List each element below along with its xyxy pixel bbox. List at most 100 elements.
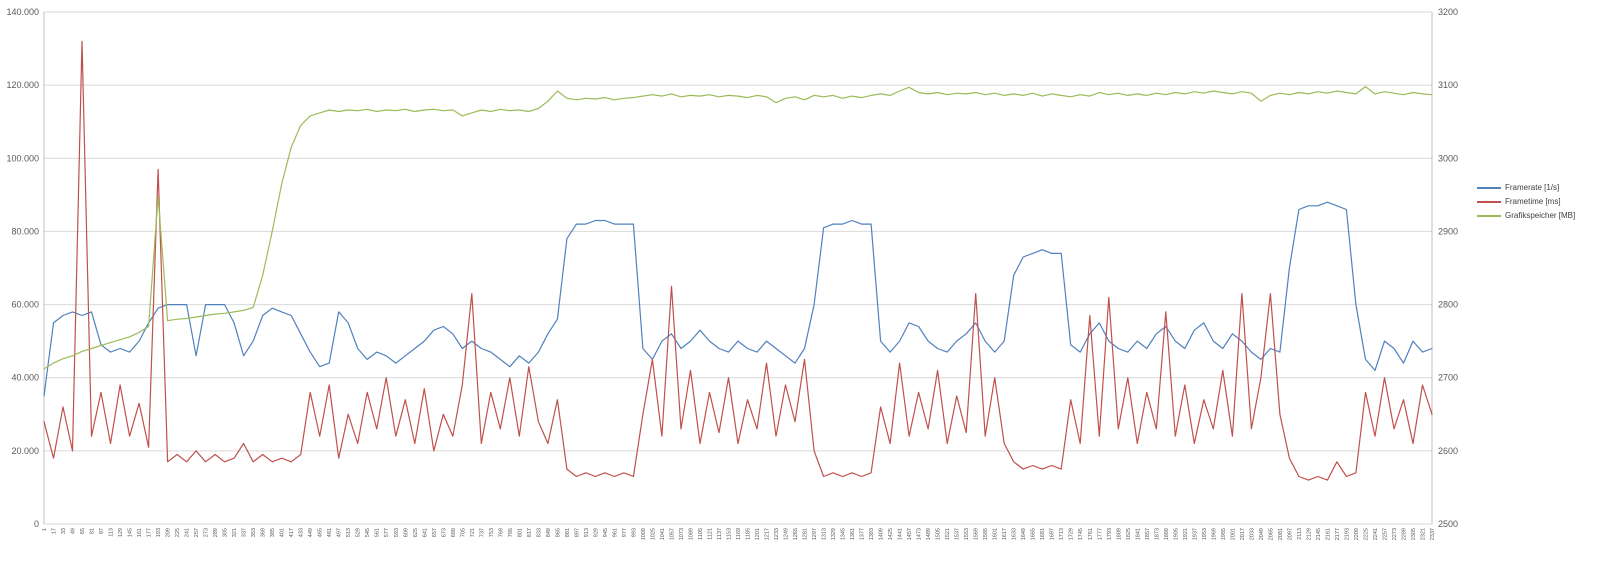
x-axis-tick-label: 2017 — [1240, 528, 1246, 540]
series-line — [43, 85, 1433, 370]
x-axis-tick-label: 993 — [631, 528, 637, 537]
x-axis-tick-label: 2113 — [1297, 528, 1303, 540]
x-axis-tick-label: 577 — [384, 528, 390, 537]
x-axis-tick-label: 1409 — [879, 528, 885, 540]
x-axis-tick-label: 1457 — [907, 528, 913, 540]
right-axis-tick-label: 2700 — [1438, 373, 1458, 383]
x-axis-tick-label: 609 — [403, 528, 409, 537]
x-axis-tick-label: 2193 — [1344, 528, 1350, 540]
left-axis-tick-label: 40.000 — [11, 373, 39, 383]
right-axis-tick-label: 2900 — [1438, 226, 1458, 236]
x-axis-tick-label: 2225 — [1364, 528, 1370, 540]
x-axis-tick-label: 305 — [223, 528, 229, 537]
x-axis-tick-label: 113 — [109, 528, 115, 537]
x-axis-tick-label: 209 — [166, 528, 172, 537]
x-axis-tick-label: 897 — [574, 528, 580, 537]
x-axis-tick-label: 1857 — [1145, 528, 1151, 540]
x-axis-tick-label: 481 — [327, 528, 333, 537]
x-axis-tick-label: 33 — [61, 528, 67, 534]
x-axis-tick-label: 1329 — [831, 528, 837, 540]
x-axis-tick-label: 1073 — [679, 528, 685, 540]
x-axis-tick-label: 385 — [270, 528, 276, 537]
x-axis-tick-label: 1121 — [708, 528, 714, 540]
x-axis-tick-label: 273 — [204, 528, 210, 537]
x-axis-tick-label: 1665 — [1031, 528, 1037, 540]
x-axis-tick-label: 881 — [565, 528, 571, 537]
x-axis-tick-label: 417 — [289, 528, 295, 537]
x-axis-tick-label: 865 — [555, 528, 561, 537]
x-axis-tick-label: 1025 — [650, 528, 656, 540]
legend-line-sample — [1477, 186, 1501, 189]
x-axis-tick-label: 2065 — [1268, 528, 1274, 540]
x-axis-tick-label: 433 — [299, 528, 305, 537]
legend-label: Grafikspeicher [MB] — [1505, 211, 1576, 220]
x-axis-tick-label: 1393 — [869, 528, 875, 540]
x-axis-tick-label: 2049 — [1259, 528, 1265, 540]
x-axis-tick-label: 1 — [42, 528, 48, 531]
x-axis-tick-label: 161 — [137, 528, 143, 537]
x-axis-tick-label: 1057 — [670, 528, 676, 540]
x-axis-tick-label: 2081 — [1278, 528, 1284, 540]
x-axis-tick-label: 2257 — [1383, 528, 1389, 540]
x-axis-tick-label: 177 — [147, 528, 153, 537]
x-axis-tick-label: 1105 — [698, 528, 704, 540]
x-axis-tick-label: 1937 — [1192, 528, 1198, 540]
x-axis-tick-label: 225 — [175, 528, 181, 537]
left-axis-tick-label: 20.000 — [11, 446, 39, 456]
x-axis-tick-label: 81 — [90, 528, 96, 534]
x-axis-tick-label: 49 — [71, 528, 77, 534]
x-axis-tick-label: 1425 — [888, 528, 894, 540]
x-axis-tick-label: 1361 — [850, 528, 856, 540]
x-axis-tick-label: 625 — [413, 528, 419, 537]
x-axis-tick-label: 1697 — [1050, 528, 1056, 540]
x-axis-tick-label: 465 — [318, 528, 324, 537]
x-axis-tick-label: 1201 — [755, 528, 761, 540]
x-axis-tick-label: 2273 — [1392, 528, 1398, 540]
x-axis-tick-label: 1041 — [660, 528, 666, 540]
legend-item: Frametime [ms] — [1477, 197, 1575, 206]
x-axis-tick-label: 529 — [356, 528, 362, 537]
legend-item: Framerate [1/s] — [1477, 183, 1575, 192]
x-axis-tick-label: 401 — [280, 528, 286, 537]
x-axis-tick-label: 1489 — [926, 528, 932, 540]
x-axis-tick-label: 545 — [365, 528, 371, 537]
x-axis-tick-label: 961 — [612, 528, 618, 537]
right-axis-tick-label: 3000 — [1438, 153, 1458, 163]
x-axis-tick-label: 1809 — [1116, 528, 1122, 540]
x-axis-tick-label: 1473 — [917, 528, 923, 540]
x-axis-tick-label: 849 — [546, 528, 552, 537]
x-axis-tick-label: 673 — [441, 528, 447, 537]
x-axis-tick-label: 1137 — [717, 528, 723, 540]
x-axis-tick-label: 561 — [375, 528, 381, 537]
x-axis-tick-label: 1377 — [860, 528, 866, 540]
x-axis-tick-label: 801 — [517, 528, 523, 537]
legend-line-sample — [1477, 200, 1501, 203]
x-axis-tick-label: 593 — [394, 528, 400, 537]
x-axis-tick-label: 833 — [536, 528, 542, 537]
x-axis-tick-label: 1985 — [1221, 528, 1227, 540]
x-axis-tick-label: 785 — [508, 528, 514, 537]
x-axis-tick-label: 1969 — [1211, 528, 1217, 540]
x-axis-tick-label: 129 — [118, 528, 124, 537]
x-axis-tick-label: 497 — [337, 528, 343, 537]
series-lines — [43, 40, 1433, 481]
left-axis-tick-label: 0 — [34, 519, 39, 529]
x-axis-tick-label: 1169 — [736, 528, 742, 540]
x-axis-tick-label: 753 — [489, 528, 495, 537]
x-axis-tick-label: 65 — [80, 528, 86, 534]
x-axis-tick-label: 721 — [470, 528, 476, 537]
x-axis-tick-label: 1617 — [1002, 528, 1008, 540]
chart-legend: Framerate [1/s] Frametime [ms] Grafikspeic… — [1477, 183, 1575, 220]
left-axis-labels: 0 20.000 40.000 60.000 80.000 100.000 120.000 1… — [6, 7, 39, 529]
x-axis-tick-label: 657 — [432, 528, 438, 537]
x-axis-tick-label: 737 — [479, 528, 485, 537]
right-axis-tick-label: 3100 — [1438, 80, 1458, 90]
x-axis-labels: 1 17 33 49 65 81 97 113 129 145 161 177 193 209 225 241… — [42, 528, 1436, 540]
x-axis-tick-label: 705 — [460, 528, 466, 537]
x-axis-tick-label: 1233 — [774, 528, 780, 540]
legend-label: Frametime [ms] — [1505, 197, 1561, 206]
x-axis-tick-label: 1505 — [936, 528, 942, 540]
x-axis-tick-label: 145 — [128, 528, 134, 537]
x-axis-tick-label: 1441 — [898, 528, 904, 540]
